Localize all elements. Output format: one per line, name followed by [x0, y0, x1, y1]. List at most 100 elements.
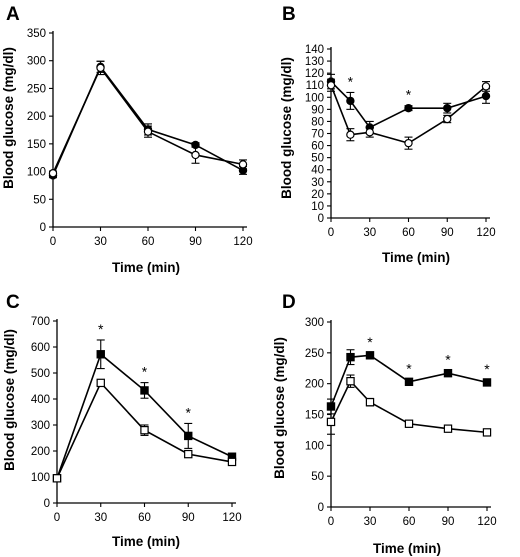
panel-c-xtick-label: 90 — [182, 512, 195, 524]
panel-b-xtick-label: 90 — [441, 227, 454, 239]
panel-c-ylabel: Blood glucose (mg/dl) — [2, 329, 17, 471]
panel-b-series-2-point — [404, 138, 413, 148]
panel-a-series-2-point — [48, 169, 58, 178]
panel-d-series-1-point — [326, 402, 336, 411]
panel-d-series-2-point — [443, 424, 453, 433]
panel-a-ytick-label: 300 — [27, 56, 46, 68]
panel-d-letter: D — [282, 292, 296, 313]
panel-a-ytick-label: 250 — [27, 83, 46, 95]
panel-b-ytick-label: 40 — [311, 165, 324, 177]
panel-c-ytick-label: 500 — [31, 368, 50, 380]
panel-b-ytick-label: 130 — [305, 56, 324, 68]
panel-d-series-2-point — [482, 428, 492, 437]
panel-c-ytick-label: 400 — [31, 394, 50, 406]
panel-a-ylabel: Blood glucose (mg/dl) — [1, 47, 16, 189]
panel-d-series-1-point — [365, 351, 375, 360]
panel-a-ytick-label: 50 — [33, 194, 46, 206]
panel-a-series-2-point — [238, 160, 248, 169]
panel-a-xtick-label: 30 — [94, 236, 107, 248]
panel-b-ytick-label: 10 — [311, 201, 324, 213]
panel-b-ytick-label: 120 — [305, 68, 324, 80]
panel-d-ytick-label: 0 — [318, 502, 324, 514]
panel-b-letter: B — [282, 4, 296, 25]
panel-b-series-2-point — [481, 82, 491, 91]
panel-c-letter: C — [6, 292, 20, 313]
panel-b-series-1-point — [404, 103, 413, 113]
panel-c-ytick-label: 300 — [31, 420, 50, 432]
panel-d-ylabel: Blood glucose (mg/dl) — [272, 337, 287, 479]
panel-b-xtick-label: 30 — [363, 227, 376, 239]
panel-d-xtick-label: 90 — [442, 516, 455, 528]
panel-c-xtick-label: 60 — [138, 512, 151, 524]
panel-a-letter: A — [6, 4, 20, 25]
panel-b-series-1-point — [346, 96, 355, 106]
panel-a-series-2-point — [191, 150, 200, 160]
panel-c-ytick-label: 200 — [31, 446, 50, 458]
panel-b-series-2-point — [365, 128, 374, 137]
panel-d-xtick-label: 0 — [328, 516, 334, 528]
panel-b-ytick-label: 20 — [311, 189, 324, 201]
panel-d-ytick-label: 250 — [305, 348, 324, 360]
panel-d-xtick-label: 60 — [403, 516, 416, 528]
panel-d: D Blood glucose (mg/dl) Time (min) 0 50 10… — [272, 292, 497, 556]
panel-b-ytick-label: 60 — [311, 141, 324, 153]
panel-c-series-2-point — [227, 457, 237, 467]
panel-b-ytick-label: 70 — [311, 129, 324, 141]
panel-d-xlabel: Time (min) — [373, 541, 441, 556]
panel-b-series-1-point — [443, 103, 452, 113]
panel-c-series-1-point — [184, 431, 193, 441]
panel-a: A Blood glucose (mg/dl) Time (min) 0 50 10… — [1, 4, 253, 275]
panel-d-xtick-label: 120 — [477, 516, 496, 528]
panel-c-xtick-label: 30 — [94, 512, 107, 524]
panel-b-ylabel: Blood glucose (mg/dl) — [279, 57, 294, 199]
panel-c-series-2-point — [52, 474, 62, 483]
panel-d-series-2-point — [365, 397, 375, 407]
panel-d-significance-marker: * — [445, 352, 451, 368]
panel-c-ytick-label: 600 — [31, 342, 50, 354]
panel-c-ytick-label: 700 — [31, 316, 50, 328]
panel-d-significance-marker: * — [406, 360, 412, 376]
panel-d-series-2-point — [326, 417, 336, 427]
panel-c-ytick-label: 100 — [31, 472, 50, 484]
panel-a-ytick-label: 100 — [27, 167, 46, 179]
panel-b-ytick-label: 0 — [318, 213, 324, 225]
panel-c-significance-marker: * — [186, 404, 192, 420]
panel-b-xtick-label: 120 — [476, 227, 495, 239]
panel-c-series-1-point — [96, 350, 105, 359]
panel-b-series-1-point — [481, 91, 491, 101]
panel-d-significance-marker: * — [484, 361, 490, 377]
panel-a-series-2-point — [96, 63, 105, 73]
panel-d-ytick-label: 300 — [305, 317, 324, 329]
panel-a-xtick-label: 60 — [142, 236, 155, 248]
panel-b-xlabel: Time (min) — [382, 250, 450, 265]
panel-d-significance-marker: * — [367, 334, 373, 350]
panel-b-significance-marker: * — [348, 73, 354, 89]
panel-c-series-2-point — [140, 426, 149, 435]
panel-a-ytick-label: 350 — [27, 28, 46, 40]
panel-c-xtick-label: 120 — [222, 512, 241, 524]
panel-b-ytick-label: 140 — [305, 44, 324, 56]
panel-c-xlabel: Time (min) — [112, 534, 180, 549]
panel-c-ytick-label: 0 — [44, 498, 50, 510]
panel-b-ytick-label: 80 — [311, 116, 324, 128]
panel-d-series-2-point — [346, 377, 355, 386]
panel-a-series-2-point — [143, 127, 153, 136]
panel-c-xtick-label: 0 — [54, 512, 60, 524]
panel-d-series-1-point — [482, 378, 492, 387]
panel-b: B Blood glucose (mg/dl) Time (min) 01020… — [279, 4, 496, 265]
panel-d-ytick-label: 50 — [311, 471, 324, 483]
panel-b-xtick-label: 60 — [402, 227, 415, 239]
panel-b-ytick-label: 110 — [306, 80, 324, 92]
panel-c-series-2-point — [184, 449, 193, 459]
panel-d-series-1-point — [404, 377, 414, 387]
panel-b-series-2-line — [330, 84, 487, 145]
panel-d-ytick-label: 100 — [305, 440, 324, 452]
panel-b-ytick-label: 100 — [305, 92, 324, 104]
panel-a-ytick-label: 150 — [27, 139, 46, 151]
panel-d-series-1-point — [443, 368, 453, 378]
panel-a-ytick-label: 0 — [40, 222, 46, 234]
panel-c-series-2-point — [96, 378, 105, 388]
panel-b-significance-marker: * — [406, 87, 412, 103]
panel-a-xtick-label: 90 — [189, 236, 202, 248]
